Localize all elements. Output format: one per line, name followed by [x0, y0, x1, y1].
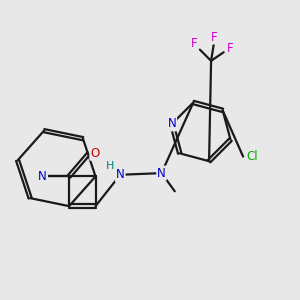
Text: N: N	[157, 167, 166, 180]
Text: N: N	[116, 168, 125, 181]
Text: F: F	[190, 37, 197, 50]
Text: F: F	[211, 31, 218, 44]
Text: O: O	[90, 147, 100, 160]
Text: N: N	[38, 170, 47, 183]
Text: H: H	[106, 160, 114, 170]
Text: N: N	[167, 118, 176, 130]
Text: F: F	[227, 42, 234, 55]
Text: Cl: Cl	[247, 150, 258, 163]
